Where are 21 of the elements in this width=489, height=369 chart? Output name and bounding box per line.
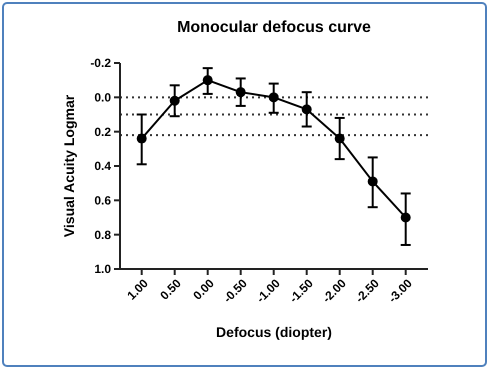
point bbox=[236, 87, 246, 98]
x-axis-title: Defocus (diopter) bbox=[216, 324, 332, 340]
x-tick-label: 0.00 bbox=[190, 276, 218, 303]
point bbox=[170, 96, 180, 106]
y-tick-label: 0.8 bbox=[94, 228, 112, 242]
point bbox=[136, 134, 147, 144]
point bbox=[400, 212, 411, 222]
point bbox=[302, 104, 312, 114]
y-axis-title: Visual Acuity Logmar bbox=[61, 94, 77, 238]
y-tick-label: 0.0 bbox=[94, 90, 112, 105]
y-tick-label: 0.4 bbox=[94, 159, 112, 174]
chart-title: Monocular defocus curve bbox=[177, 19, 372, 36]
point bbox=[334, 134, 345, 144]
point bbox=[368, 176, 378, 186]
point bbox=[202, 75, 213, 86]
y-tick-label: -0.2 bbox=[90, 56, 112, 70]
y-tick-label: 0.2 bbox=[94, 124, 112, 139]
y-tick-label: 1.0 bbox=[94, 262, 112, 276]
x-tick-label: 0.50 bbox=[157, 276, 184, 303]
y-tick-label: 0.6 bbox=[94, 194, 112, 208]
point bbox=[268, 92, 279, 102]
